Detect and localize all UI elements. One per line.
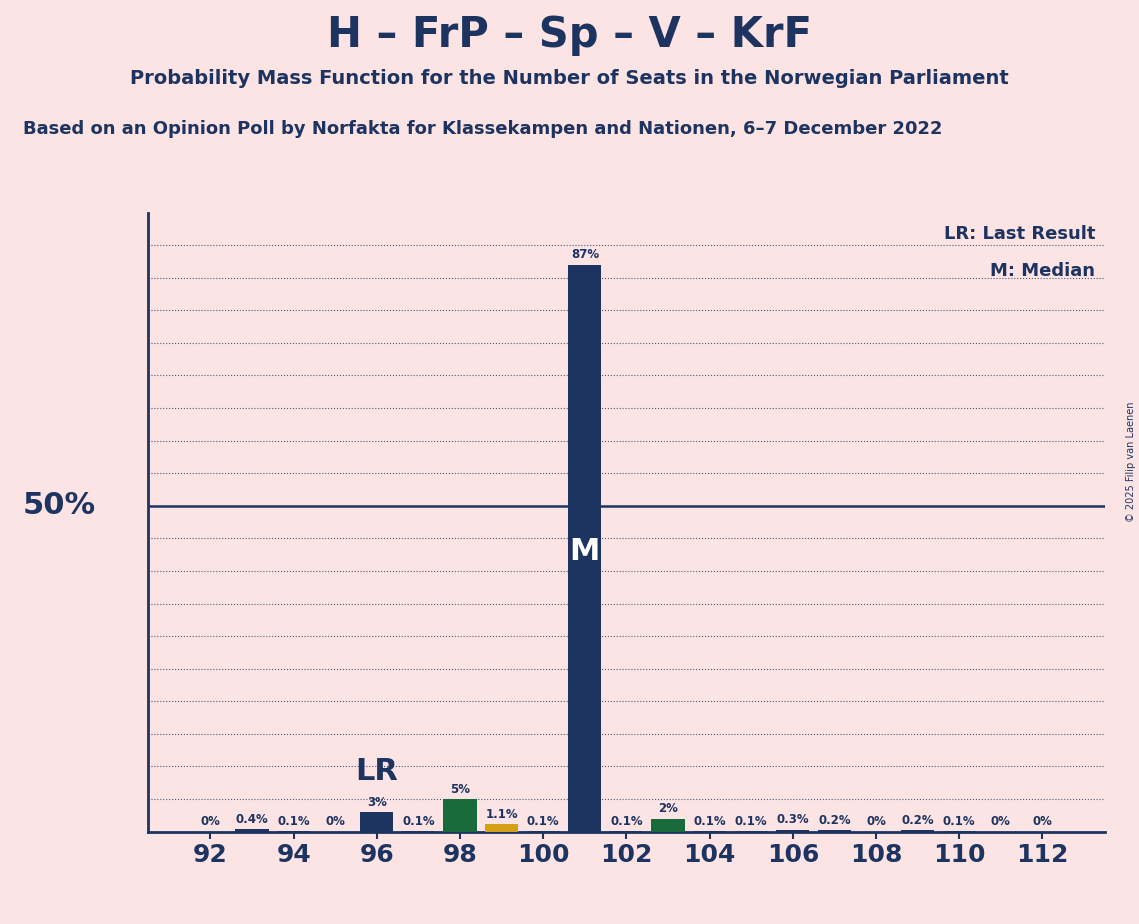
Text: 0.1%: 0.1% [943,815,975,828]
Text: 2%: 2% [658,802,678,815]
Text: LR: Last Result: LR: Last Result [944,225,1096,243]
Bar [652,819,685,832]
Bar [485,824,518,832]
Text: 0%: 0% [866,815,886,828]
Text: © 2025 Filip van Laenen: © 2025 Filip van Laenen [1125,402,1136,522]
Text: 1.1%: 1.1% [485,808,518,821]
Text: 0.1%: 0.1% [402,815,435,828]
Text: 3%: 3% [367,796,387,808]
Text: M: Median: M: Median [990,262,1096,280]
Text: Based on an Opinion Poll by Norfakta for Klassekampen and Nationen, 6–7 December: Based on an Opinion Poll by Norfakta for… [23,120,942,138]
Text: 0%: 0% [326,815,345,828]
Text: 0.2%: 0.2% [901,814,934,827]
Text: 0.1%: 0.1% [735,815,768,828]
Text: 0%: 0% [1032,815,1052,828]
Bar [236,829,269,832]
Text: 0%: 0% [991,815,1010,828]
Bar [568,264,601,832]
Text: 0.1%: 0.1% [527,815,559,828]
Text: 0.3%: 0.3% [777,813,809,826]
Bar [443,799,477,832]
Text: H – FrP – Sp – V – KrF: H – FrP – Sp – V – KrF [327,14,812,55]
Text: M: M [570,537,600,565]
Bar [818,831,851,832]
Bar [901,831,934,832]
Text: LR: LR [355,757,399,786]
Text: 0%: 0% [200,815,221,828]
Text: 5%: 5% [450,783,470,796]
Bar [776,830,810,832]
Text: 87%: 87% [571,249,599,261]
Text: Probability Mass Function for the Number of Seats in the Norwegian Parliament: Probability Mass Function for the Number… [130,69,1009,89]
Text: 0.1%: 0.1% [694,815,726,828]
Text: 50%: 50% [23,492,96,520]
Text: 0.4%: 0.4% [236,813,269,826]
Text: 0.1%: 0.1% [611,815,642,828]
Bar [360,812,393,832]
Text: 0.1%: 0.1% [278,815,310,828]
Text: 0.2%: 0.2% [818,814,851,827]
